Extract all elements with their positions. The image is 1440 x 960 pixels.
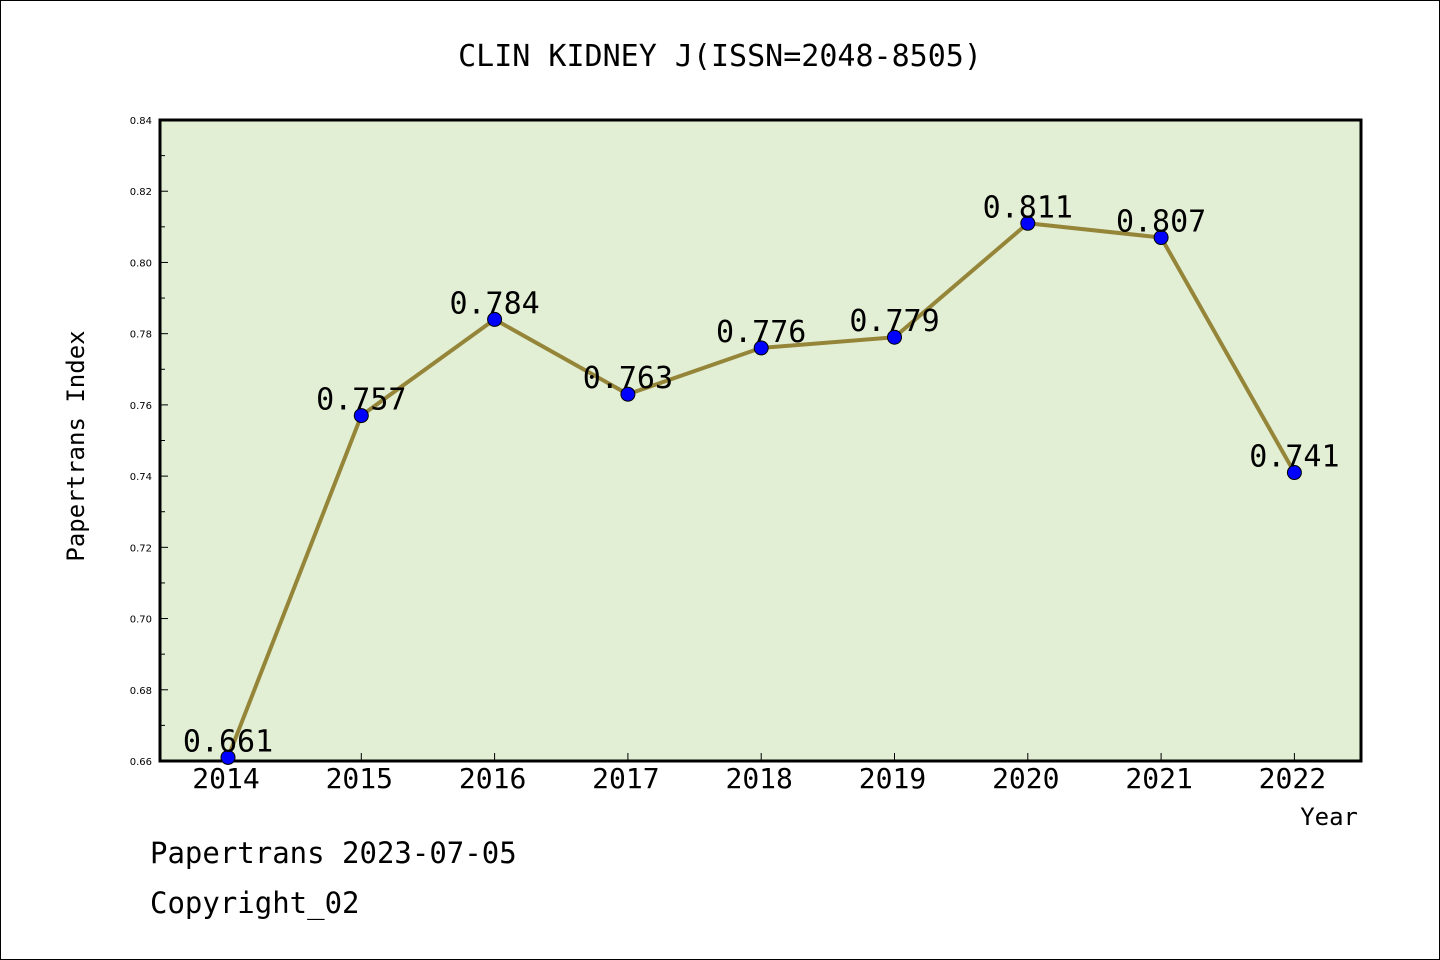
- data-label: 0.741: [1249, 440, 1339, 475]
- data-point: [1153, 230, 1169, 246]
- data-point: [353, 408, 369, 424]
- x-axis-label: Year: [1300, 803, 1358, 831]
- y-tick-label: 0.66: [130, 757, 152, 768]
- y-tick-label: 0.84: [130, 116, 152, 127]
- data-label: 0.779: [849, 304, 939, 339]
- y-tick-label: 0.68: [130, 686, 152, 697]
- data-point: [887, 329, 902, 345]
- data-label: 0.807: [1116, 205, 1206, 240]
- data-label: 0.757: [316, 383, 406, 418]
- data-label: 0.811: [983, 190, 1073, 225]
- data-label: 0.661: [183, 724, 273, 759]
- data-point: [1020, 215, 1036, 231]
- chart-title: CLIN KIDNEY J(ISSN=2048-8505): [458, 39, 982, 74]
- data-point: [620, 386, 636, 402]
- x-tick-label: 2014: [192, 762, 259, 795]
- y-tick-label: 0.72: [130, 543, 152, 554]
- data-point: [1286, 465, 1302, 481]
- data-label: 0.763: [583, 361, 673, 396]
- y-tick-label: 0.78: [130, 330, 152, 341]
- footer-date: Papertrans 2023-07-05: [150, 836, 517, 870]
- data-point: [753, 340, 769, 356]
- data-label: 0.784: [449, 286, 539, 321]
- plot-area: [158, 118, 1363, 763]
- x-tick-label: 2019: [859, 762, 926, 795]
- x-tick-label: 2021: [1125, 762, 1192, 795]
- y-tick-label: 0.80: [130, 258, 152, 269]
- y-tick-label: 0.74: [130, 472, 152, 483]
- data-point: [487, 311, 503, 327]
- x-tick-label: 2018: [725, 762, 792, 795]
- x-tick-label: 2022: [1259, 762, 1326, 795]
- footer-copyright: Copyright_02: [150, 886, 360, 920]
- data-label: 0.776: [716, 315, 806, 350]
- data-labels: 0.661 0.757 0.784 0.763 0.776 0.779 0.811 0.807…: [183, 190, 1340, 759]
- y-axis: 0.66 0.68 0.70 0.72 0.74 0.76 0.78 0.80 0.82 0.84: [130, 116, 168, 768]
- x-tick-label: 2016: [459, 762, 526, 795]
- x-axis: 2014 2015 2016 2017 2018 2019 2020 2021 2022: [192, 753, 1326, 795]
- y-tick-label: 0.70: [130, 615, 152, 626]
- data-point: [220, 749, 236, 765]
- y-tick-label: 0.76: [130, 401, 152, 412]
- series-group: [220, 215, 1302, 765]
- x-tick-label: 2017: [592, 762, 659, 795]
- x-tick-label: 2020: [992, 762, 1059, 795]
- y-axis-label: Papertrans Index: [62, 330, 90, 561]
- x-tick-label: 2015: [326, 762, 393, 795]
- y-tick-label: 0.82: [130, 187, 152, 198]
